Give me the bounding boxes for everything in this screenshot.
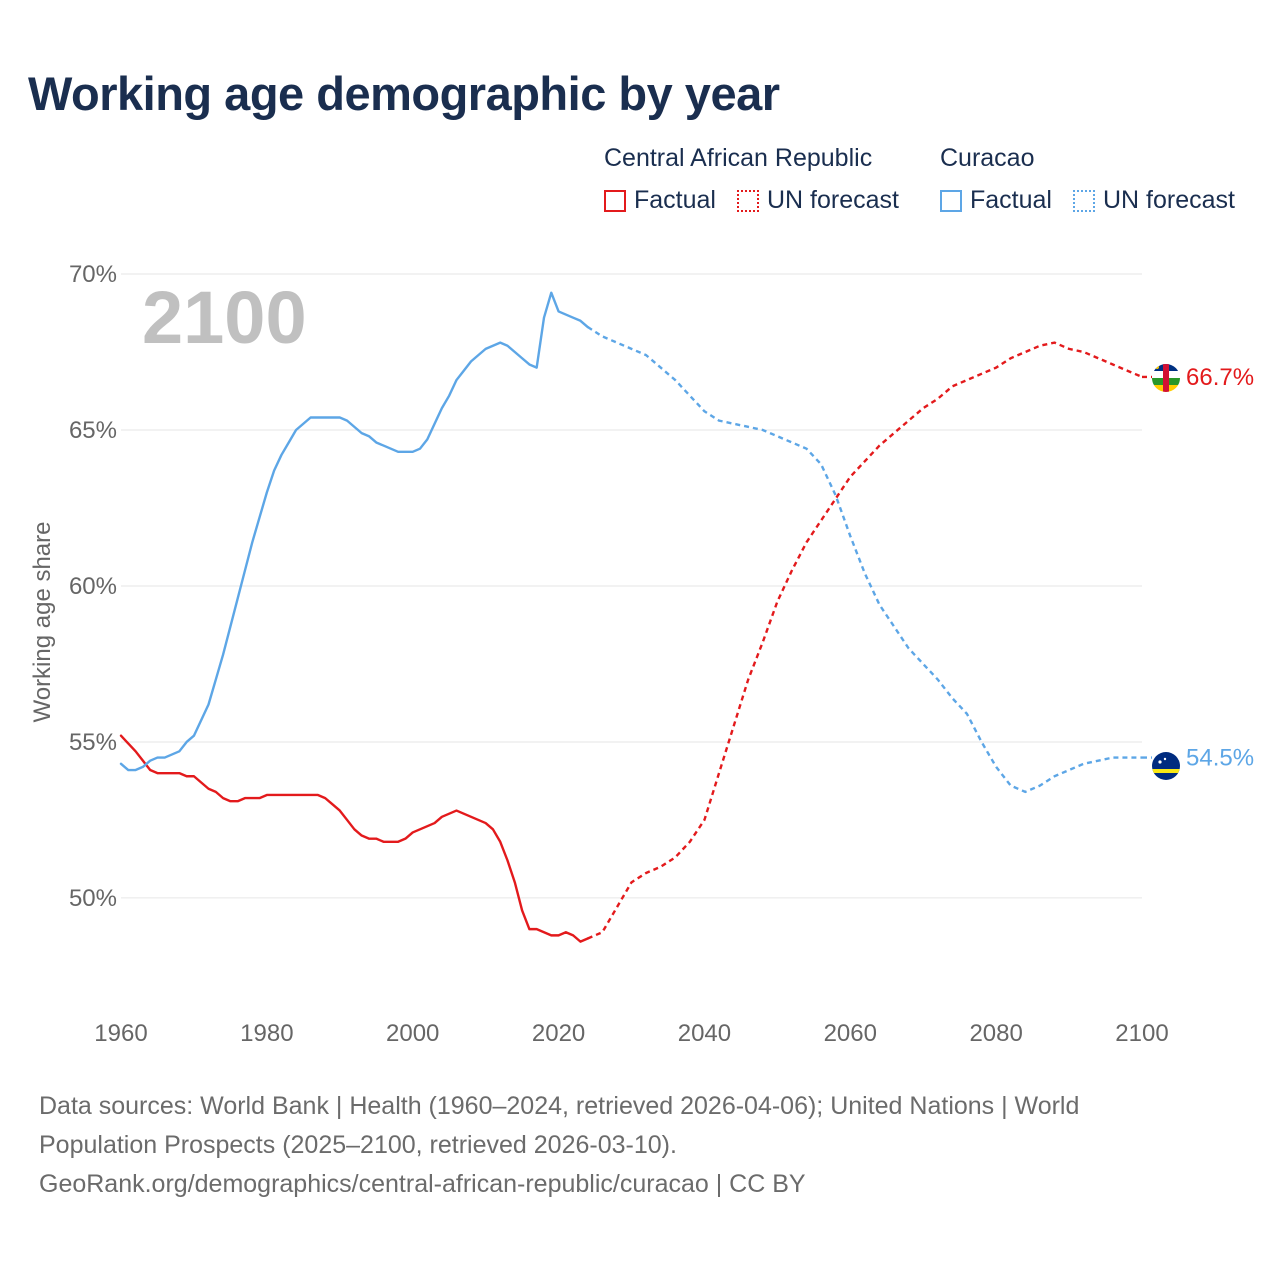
y-tick-label: 60% [69,573,117,600]
x-tick-label: 2060 [824,1020,877,1047]
footer-url[interactable]: GeoRank.org/demographics/central-african… [39,1170,806,1198]
legend-label-car-forecast: UN forecast [767,186,899,214]
footer-sources-line-1: Data sources: World Bank | Health (1960–… [39,1092,1080,1120]
series-lines [119,291,1143,943]
x-axis: 1960 1980 2000 2020 2040 2060 2080 2100 [94,1020,1168,1047]
x-tick-label: 2040 [678,1020,731,1047]
legend-label-curacao-forecast: UN forecast [1103,186,1235,214]
footer: Data sources: World Bank | Health (1960–… [39,1087,1239,1204]
x-tick-label: 2100 [1115,1020,1168,1047]
x-tick-label: 1980 [240,1020,293,1047]
legend-group-title-curacao: Curacao [940,144,1035,172]
grid-lines [121,273,1142,899]
legend-label-curacao-factual: Factual [970,186,1052,214]
chart-title: Working age demographic by year [28,67,780,120]
legend-swatch-car-forecast [737,189,759,212]
legend-swatch-curacao-factual [940,189,962,212]
footer-sources-line-2: Population Prospects (2025–2100, retriev… [39,1131,677,1159]
legend-item-curacao-factual[interactable]: Factual [940,186,1052,215]
y-tick-label: 55% [69,729,117,756]
y-tick-label: 65% [69,417,117,444]
series-line-central-african-republic-factual[interactable] [119,734,589,943]
x-tick-label: 2080 [969,1020,1022,1047]
legend-swatch-car-factual [604,189,626,212]
y-tick-label: 50% [69,885,117,912]
legend-swatch-curacao-forecast [1073,189,1095,212]
series-line-central-african-republic-forecast[interactable] [587,341,1143,940]
y-axis-label: Working age share [29,522,56,723]
x-tick-label: 1960 [94,1020,147,1047]
end-value-label-central-african-republic: 66.7% [1186,364,1254,391]
flag-icon-curacao [1152,752,1180,780]
series-line-curacao-forecast[interactable] [587,326,1142,794]
end-markers: 66.7% 54.5% [1142,364,1254,772]
year-label: 2100 [142,276,307,359]
line-chart: 50% 55% 60% 65% 70% 1960 1980 2000 2020 2040 2060… [29,261,1254,1047]
legend-item-car-factual[interactable]: Factual [604,186,716,215]
end-value-label-curacao: 54.5% [1186,745,1254,772]
y-tick-label: 70% [69,261,117,288]
legend-item-car-forecast[interactable]: UN forecast [737,186,899,215]
x-tick-label: 2000 [386,1020,439,1047]
legend-item-curacao-forecast[interactable]: UN forecast [1073,186,1235,215]
legend-label-car-factual: Factual [634,186,716,214]
y-axis: 50% 55% 60% 65% 70% [69,261,117,912]
flag-icon-central-african-republic [1152,364,1180,392]
series-line-curacao-factual[interactable] [119,291,589,772]
x-tick-label: 2020 [532,1020,585,1047]
legend-group-title-car: Central African Republic [604,144,873,172]
